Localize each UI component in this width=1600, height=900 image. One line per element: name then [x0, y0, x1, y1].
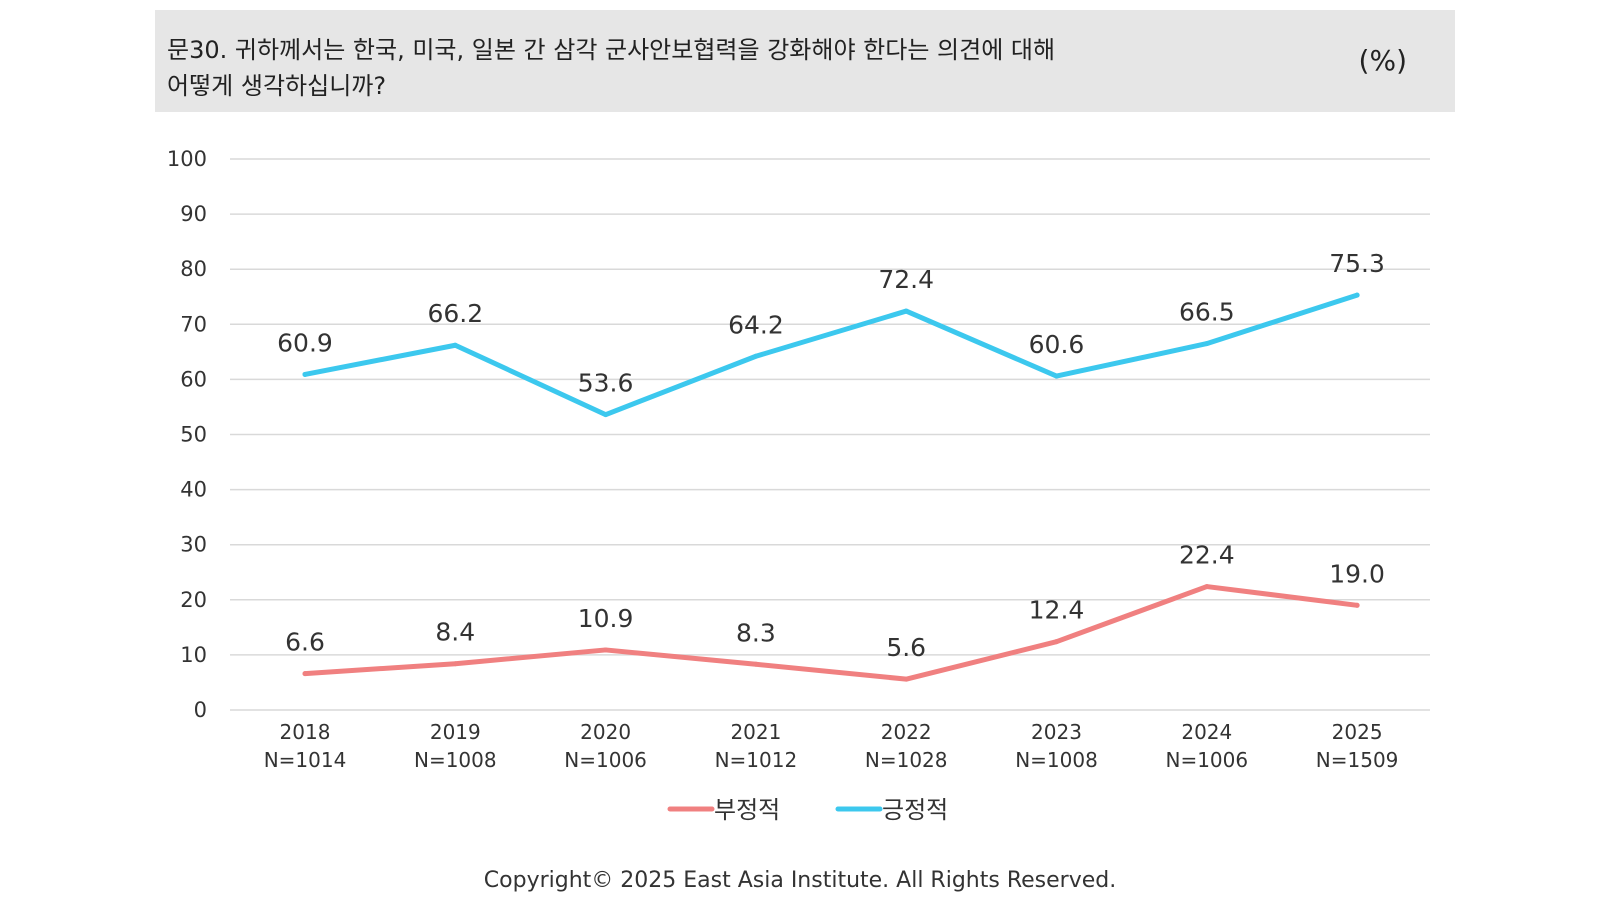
y-axis-ticks: 0 10 20 30 40 50 60 70 80 90 100 [167, 147, 207, 722]
data-labels: 6.6 8.4 10.9 8.3 5.6 12.4 22.4 19.0 60.9 66.2 53.6… [277, 249, 1385, 662]
data-label-부정적-2019: 8.4 [435, 618, 475, 647]
data-label-긍정적-2020: 53.6 [578, 369, 634, 398]
line-chart: 0 10 20 30 40 50 60 70 80 90 100 2018 N=1014 2019 N=1… [167, 147, 1430, 824]
data-point-부정적-2022 [903, 676, 909, 682]
data-label-부정적-2020: 10.9 [578, 604, 634, 633]
legend-label-긍정적: 긍정적 [882, 796, 948, 824]
x-tick-label-2020: 2020 [580, 720, 631, 744]
y-tick-label-80: 80 [180, 257, 207, 281]
data-label-부정적-2024: 22.4 [1179, 541, 1235, 570]
y-tick-label-10: 10 [180, 643, 207, 667]
x-tick-label-2025: 2025 [1332, 720, 1383, 744]
data-label-긍정적-2024: 66.5 [1179, 298, 1235, 327]
x-tick-sample-size-2022: N=1028 [865, 748, 948, 772]
data-point-부정적-2019 [452, 661, 458, 667]
chart-title-line-1: 문30. 귀하께서는 한국, 미국, 일본 간 삼각 군사안보협력을 강화해야 … [167, 36, 1056, 64]
data-label-부정적-2021: 8.3 [736, 618, 776, 647]
data-label-부정적-2022: 5.6 [886, 633, 926, 662]
data-point-긍정적-2022 [903, 308, 909, 314]
data-point-긍정적-2024 [1204, 341, 1210, 347]
data-point-부정적-2018 [302, 671, 308, 677]
y-tick-label-0: 0 [194, 698, 207, 722]
gridlines [230, 158, 1430, 711]
series-line-긍정적 [302, 292, 1360, 418]
y-tick-label-20: 20 [180, 588, 207, 612]
series-lines [302, 292, 1360, 682]
x-tick-sample-size-2021: N=1012 [715, 748, 798, 772]
y-tick-label-40: 40 [180, 478, 207, 502]
x-tick-sample-size-2020: N=1006 [564, 748, 647, 772]
x-tick-sample-size-2024: N=1006 [1165, 748, 1248, 772]
series-line-부정적 [302, 584, 1360, 682]
data-point-부정적-2021 [753, 661, 759, 667]
x-axis-ticks: 2018 N=1014 2019 N=1008 2020 N=1006 2021 N=1012… [264, 720, 1399, 772]
copyright-text: Copyright© 2025 East Asia Institute. All… [483, 868, 1117, 893]
y-tick-label-100: 100 [167, 147, 207, 171]
y-tick-label-70: 70 [180, 312, 207, 336]
data-label-긍정적-2021: 64.2 [728, 310, 784, 339]
y-tick-label-90: 90 [180, 202, 207, 226]
legend: 부정적 긍정적 [667, 796, 948, 824]
data-point-긍정적-2021 [753, 353, 759, 359]
x-tick-sample-size-2019: N=1008 [414, 748, 497, 772]
data-label-긍정적-2018: 60.9 [277, 328, 333, 357]
data-point-긍정적-2025 [1354, 292, 1360, 298]
legend-label-부정적: 부정적 [714, 796, 780, 824]
x-tick-label-2022: 2022 [881, 720, 932, 744]
data-point-긍정적-2020 [603, 412, 609, 418]
data-point-긍정적-2023 [1054, 373, 1059, 379]
x-tick-label-2024: 2024 [1181, 720, 1232, 744]
unit-label: (%) [1358, 44, 1407, 77]
chart-title-line-2: 어떻게 생각하십니까? [167, 72, 387, 100]
y-tick-label-60: 60 [180, 367, 207, 391]
data-label-부정적-2023: 12.4 [1029, 596, 1085, 625]
y-tick-label-30: 30 [180, 533, 207, 557]
data-label-긍정적-2019: 66.2 [427, 299, 483, 328]
x-tick-label-2019: 2019 [430, 720, 481, 744]
data-point-긍정적-2019 [452, 342, 458, 348]
data-label-부정적-2018: 6.6 [285, 628, 325, 657]
data-label-부정적-2025: 19.0 [1329, 559, 1385, 588]
x-tick-label-2018: 2018 [280, 720, 331, 744]
x-tick-label-2021: 2021 [730, 720, 781, 744]
data-point-부정적-2024 [1204, 584, 1210, 590]
data-point-긍정적-2018 [302, 371, 308, 377]
data-point-부정적-2020 [603, 647, 609, 653]
data-point-부정적-2023 [1054, 639, 1059, 645]
y-tick-label-50: 50 [180, 423, 207, 447]
data-label-긍정적-2022: 72.4 [878, 265, 934, 294]
data-point-부정적-2025 [1354, 602, 1360, 608]
chart-header: 문30. 귀하께서는 한국, 미국, 일본 간 삼각 군사안보협력을 강화해야 … [155, 10, 1455, 112]
data-label-긍정적-2023: 60.6 [1029, 330, 1085, 359]
x-tick-sample-size-2023: N=1008 [1015, 748, 1098, 772]
x-tick-sample-size-2018: N=1014 [264, 748, 347, 772]
x-tick-label-2023: 2023 [1031, 720, 1082, 744]
data-label-긍정적-2025: 75.3 [1329, 249, 1385, 278]
x-tick-sample-size-2025: N=1509 [1316, 748, 1399, 772]
